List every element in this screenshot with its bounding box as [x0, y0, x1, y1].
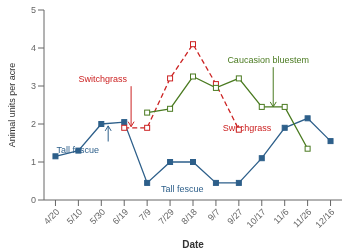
svg-text:Tall fescue: Tall fescue — [161, 184, 204, 194]
svg-text:12/16: 12/16 — [313, 207, 336, 230]
svg-text:8/18: 8/18 — [179, 207, 198, 226]
svg-text:4/20: 4/20 — [42, 207, 61, 226]
svg-text:9/7: 9/7 — [206, 207, 222, 223]
svg-text:3: 3 — [31, 81, 36, 91]
svg-text:Tall fescue: Tall fescue — [57, 145, 100, 155]
svg-text:7/9: 7/9 — [137, 207, 153, 223]
svg-text:Switchgrass: Switchgrass — [78, 74, 127, 84]
svg-text:10/17: 10/17 — [245, 207, 268, 230]
svg-text:5/30: 5/30 — [88, 207, 107, 226]
svg-text:Switchgrass: Switchgrass — [223, 123, 272, 133]
svg-text:5: 5 — [31, 5, 36, 15]
svg-text:11/26: 11/26 — [291, 207, 314, 230]
svg-text:6/19: 6/19 — [111, 207, 130, 226]
svg-text:5/10: 5/10 — [65, 207, 84, 226]
svg-text:Caucasion bluestem: Caucasion bluestem — [227, 55, 309, 65]
svg-text:2: 2 — [31, 119, 36, 129]
svg-text:4: 4 — [31, 43, 36, 53]
svg-text:7/29: 7/29 — [157, 207, 176, 226]
svg-text:Animal units per acre: Animal units per acre — [8, 63, 17, 148]
svg-text:Date: Date — [182, 239, 204, 250]
svg-text:0: 0 — [31, 195, 36, 205]
svg-text:11/6: 11/6 — [272, 207, 291, 226]
svg-text:1: 1 — [31, 157, 36, 167]
svg-text:9/27: 9/27 — [225, 207, 244, 226]
